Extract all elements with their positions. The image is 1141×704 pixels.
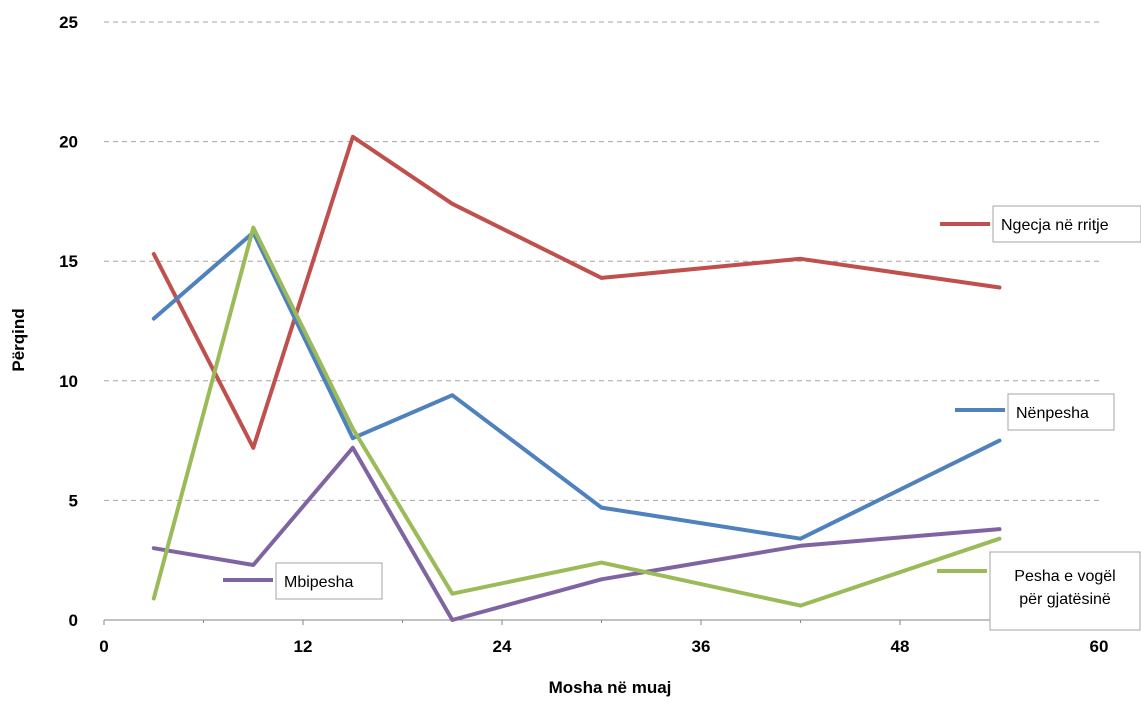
series-line-0 <box>151 134 1002 450</box>
x-tick-label: 24 <box>493 637 512 656</box>
x-tick-label: 12 <box>294 637 313 656</box>
y-axis-ticks: 0 5 10 15 20 25 <box>59 13 78 630</box>
y-tick-label: 0 <box>69 611 78 630</box>
y-tick-label: 20 <box>59 133 78 152</box>
x-axis-title: Mosha në muaj <box>549 678 672 697</box>
series-line-2 <box>151 445 1002 622</box>
legend-label: Pesha e vogël <box>1014 568 1115 585</box>
legend-labels: Ngecja në rritje Nënpesha Mbipesha Pesha e … <box>223 205 1141 631</box>
series-line-3 <box>151 225 1002 608</box>
legend-box <box>275 562 383 600</box>
x-tick-label: 36 <box>692 637 711 656</box>
x-tick-label: 60 <box>1090 637 1109 656</box>
gridlines <box>104 21 1099 501</box>
legend-label: për gjatësinë <box>1019 591 1111 608</box>
series-lines <box>151 134 1002 622</box>
legend-box <box>989 551 1141 631</box>
x-tick-label: 48 <box>891 637 910 656</box>
legend-item-1: Nënpesha <box>955 393 1115 431</box>
x-tick-label: 0 <box>99 637 108 656</box>
legend-box <box>992 205 1141 243</box>
legend-label: Ngecja në rritje <box>1001 217 1109 234</box>
y-tick-label: 10 <box>59 372 78 391</box>
legend-box <box>1007 393 1115 431</box>
y-tick-label: 15 <box>59 252 78 271</box>
legend-item-3: Pesha e vogël për gjatësinë <box>937 551 1141 631</box>
legend-label: Nënpesha <box>1016 405 1089 422</box>
legend-label: Mbipesha <box>284 574 353 591</box>
y-tick-label: 25 <box>59 13 78 32</box>
legend-item-0: Ngecja në rritje <box>940 205 1141 243</box>
y-axis-title: Përqind <box>9 308 28 371</box>
x-axis-ticks: 0 12 24 36 48 60 <box>99 620 1108 656</box>
y-tick-label: 5 <box>69 491 78 510</box>
legend-item-2: Mbipesha <box>223 562 383 600</box>
